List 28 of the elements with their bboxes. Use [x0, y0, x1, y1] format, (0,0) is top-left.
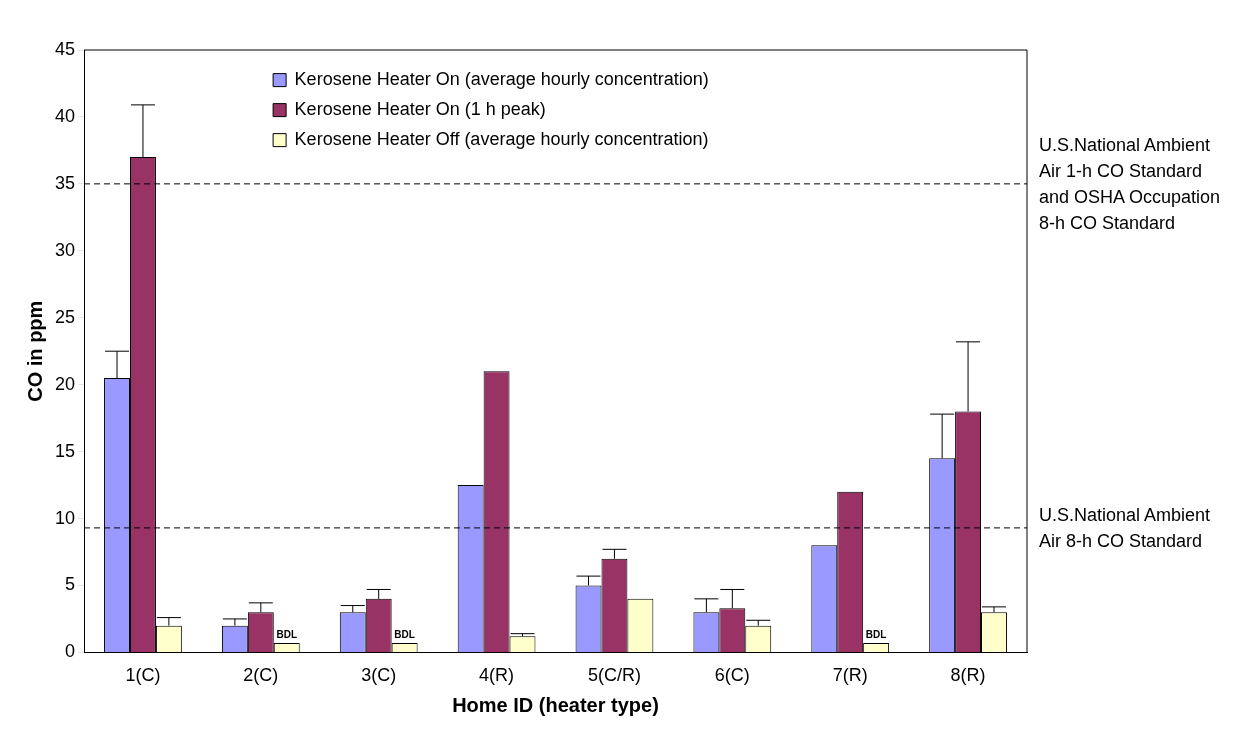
legend-label: Kerosene Heater Off (average hourly concentration): [294, 129, 709, 150]
legend-label: Kerosene Heater On (average hourly concentration): [294, 69, 709, 90]
y-tick-label: 35: [54, 172, 76, 193]
y-tick-label: 40: [54, 105, 76, 126]
y-tick-label: 0: [65, 641, 76, 662]
data-label: BDL: [865, 628, 887, 640]
x-tick-label: 1(C): [125, 665, 161, 686]
legend-label: Kerosene Heater On (1 h peak): [294, 99, 546, 120]
x-tick-label: 4(R): [479, 665, 515, 686]
ref-line-label: U.S.National Ambient Air 1-h CO Standard and OSHA Occupation 8-h CO Standard: [1039, 133, 1222, 235]
x-tick-label: 8(R): [950, 665, 986, 686]
data-label: BDL: [394, 628, 415, 640]
y-tick-label: 10: [54, 507, 76, 528]
x-axis-title: Home ID (heater type): [452, 693, 659, 716]
x-tick-label: 5(C/R): [587, 665, 641, 686]
y-tick-label: 25: [54, 306, 76, 327]
x-tick-label: 7(R): [832, 665, 868, 686]
ref-line-label: U.S.National Ambient Air 8-h CO Standard: [1039, 503, 1212, 553]
y-axis-title: CO in ppm: [23, 300, 46, 402]
y-tick-label: 20: [54, 373, 76, 394]
x-tick-label: 6(C): [714, 665, 750, 686]
x-tick-label: 2(C): [243, 665, 279, 686]
x-tick-label: 3(C): [361, 665, 397, 686]
y-tick-label: 5: [65, 574, 76, 595]
y-tick-label: 15: [54, 440, 76, 461]
y-tick-label: 45: [54, 38, 76, 59]
y-tick-label: 30: [54, 239, 76, 260]
data-label: BDL: [276, 628, 298, 640]
